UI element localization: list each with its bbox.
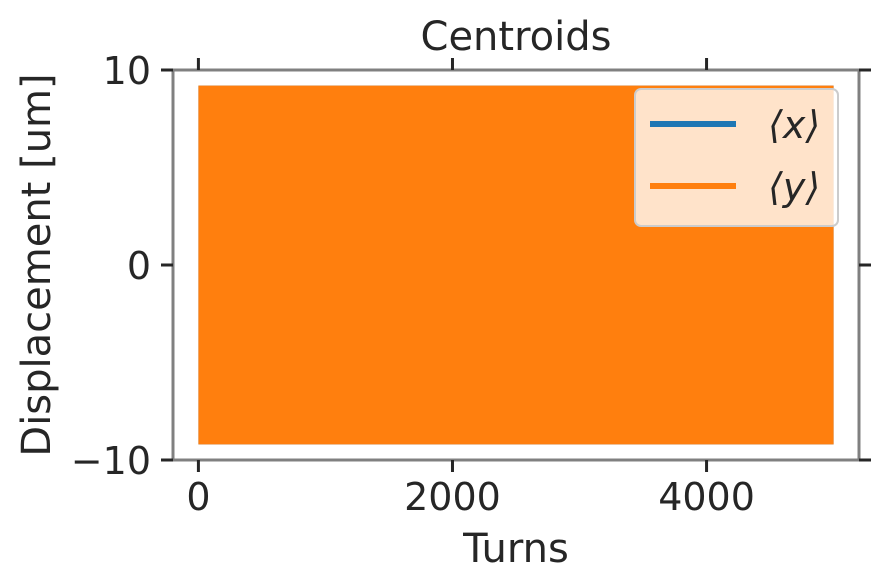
x-tick-label: 0	[186, 475, 210, 519]
tick-layer: 0 2000 4000 −10 0 10	[71, 49, 871, 519]
y-tick-label: −10	[71, 439, 151, 483]
chart-title: Centroids	[421, 14, 612, 60]
legend-label-y: ⟨y⟩	[768, 165, 820, 209]
y-tick-label: 10	[103, 49, 151, 93]
legend-label-x: ⟨x⟩	[768, 103, 820, 147]
x-tick-label: 4000	[658, 475, 755, 519]
legend: ⟨x⟩ ⟨y⟩	[634, 88, 839, 227]
x-tick-label: 2000	[404, 475, 501, 519]
y-axis-label: Displacement [um]	[14, 73, 60, 456]
y-tick-label: 0	[127, 244, 151, 288]
x-axis-label: Turns	[462, 526, 569, 572]
